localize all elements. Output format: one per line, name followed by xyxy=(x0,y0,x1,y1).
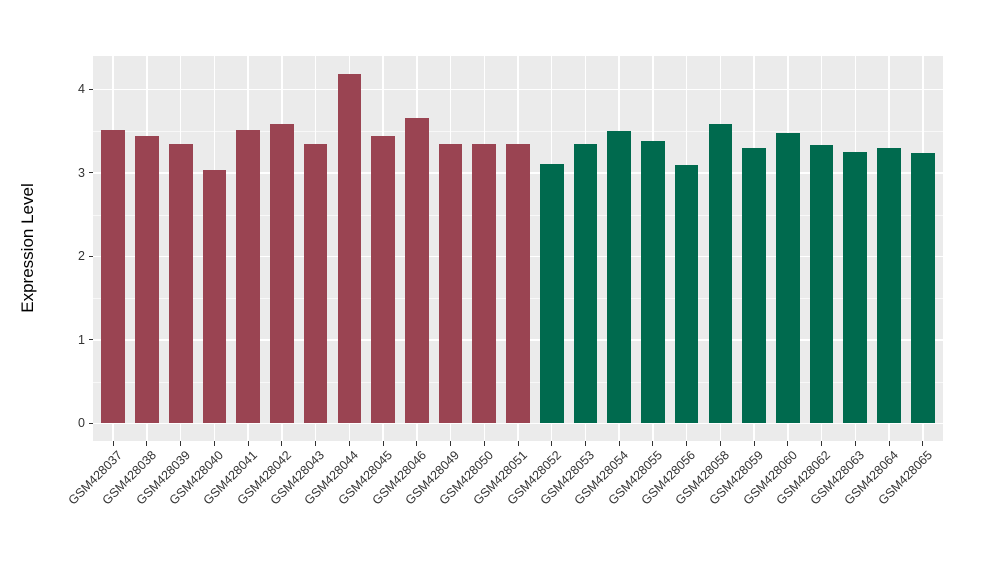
x-axis-tick xyxy=(787,441,789,446)
x-axis-tick xyxy=(652,441,654,446)
x-axis-tick xyxy=(348,441,350,446)
x-axis-tick xyxy=(821,441,823,446)
bar xyxy=(371,136,395,424)
bar xyxy=(910,152,935,424)
y-tick-label: 3 xyxy=(78,165,85,180)
bar xyxy=(674,165,699,424)
y-tick-label: 2 xyxy=(78,249,85,264)
y-tick-label: 1 xyxy=(78,332,85,347)
bar xyxy=(607,131,631,424)
y-tick-label: 0 xyxy=(78,416,85,431)
x-axis-tick xyxy=(213,441,215,446)
bar xyxy=(708,124,733,424)
y-axis-tick xyxy=(88,88,93,90)
x-axis-tick xyxy=(551,441,553,446)
bar xyxy=(101,130,126,424)
bar xyxy=(573,144,598,424)
x-axis-tick xyxy=(483,441,485,446)
x-axis-tick xyxy=(112,441,114,446)
x-axis-tick xyxy=(584,441,586,446)
x-axis-tick xyxy=(719,441,721,446)
x-axis-tick xyxy=(247,441,249,446)
x-axis-tick xyxy=(416,441,418,446)
bar xyxy=(135,136,159,424)
y-axis-tick xyxy=(88,339,93,341)
bar xyxy=(236,130,260,424)
y-axis-title: Expression Level xyxy=(18,183,37,313)
bar xyxy=(270,124,294,424)
plot-panel xyxy=(93,56,943,441)
x-axis-tick xyxy=(854,441,856,446)
x-axis-tick xyxy=(888,441,890,446)
x-axis-tick xyxy=(686,441,688,446)
x-axis-tick xyxy=(618,441,620,446)
bar xyxy=(877,147,901,424)
bar xyxy=(539,164,564,424)
bar xyxy=(202,170,227,424)
y-tick-label: 4 xyxy=(78,82,85,97)
bar xyxy=(168,144,193,424)
bar xyxy=(742,147,766,424)
x-axis-tick xyxy=(382,441,384,446)
bar xyxy=(506,143,530,424)
x-axis-tick xyxy=(517,441,519,446)
bar xyxy=(776,132,800,424)
bar xyxy=(303,143,328,424)
bar xyxy=(641,141,665,424)
x-axis-tick xyxy=(315,441,317,446)
x-axis-tick xyxy=(281,441,283,446)
y-axis-tick xyxy=(88,172,93,174)
bar xyxy=(472,143,497,424)
x-axis-tick xyxy=(180,441,182,446)
bar xyxy=(405,117,429,424)
bar xyxy=(809,145,834,424)
x-axis-tick xyxy=(450,441,452,446)
bar xyxy=(337,74,362,424)
x-axis-tick xyxy=(146,441,148,446)
x-axis-tick xyxy=(922,441,924,446)
x-axis-tick xyxy=(753,441,755,446)
bar xyxy=(843,151,868,424)
y-axis-tick xyxy=(88,255,93,257)
y-axis-tick xyxy=(88,422,93,424)
bar xyxy=(438,144,463,424)
